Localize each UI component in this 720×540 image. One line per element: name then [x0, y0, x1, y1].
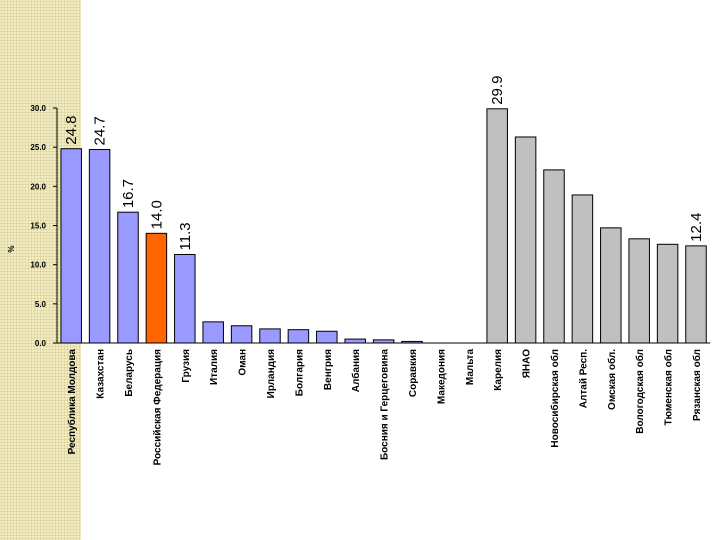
- bar-value-label: 24.8: [63, 116, 80, 145]
- bar: [628, 238, 650, 344]
- category-label: Македония: [436, 349, 447, 404]
- bar: [543, 169, 565, 344]
- y-tick-label: 10.0: [30, 261, 46, 270]
- category-label: Казахстан: [96, 349, 107, 399]
- bar: [316, 330, 338, 344]
- bar: [600, 227, 622, 344]
- bar: [202, 321, 224, 344]
- y-tick-label: 15.0: [30, 222, 46, 231]
- bar: [259, 328, 281, 344]
- category-label: Болгария: [294, 349, 305, 396]
- y-tick-label: 20.0: [30, 182, 46, 191]
- data-labels: 24.8 24.7 16.7 14.0 11.3 29.9 12.4: [63, 76, 705, 251]
- category-label: Омская обл.: [606, 349, 618, 410]
- category-label: ЯНАО: [522, 349, 533, 378]
- category-label: Новосибирская обл: [549, 349, 561, 448]
- category-label: Тюменская обл: [663, 349, 675, 426]
- bar: [372, 339, 395, 344]
- category-label: Карелия: [493, 349, 504, 391]
- bar: [230, 325, 253, 344]
- bar: [486, 108, 508, 344]
- y-tick-label: 25.0: [30, 143, 46, 152]
- bar: [88, 149, 111, 344]
- category-label: Беларусь: [124, 349, 135, 397]
- y-axis-label: %: [7, 245, 16, 252]
- category-label: Соравкия: [408, 349, 419, 397]
- bar-value-label: 24.7: [92, 116, 109, 145]
- bar: [571, 194, 594, 344]
- bar-value-label: 16.7: [120, 179, 137, 208]
- category-label: Грузия: [181, 349, 192, 383]
- y-tick-label: 5.0: [35, 300, 47, 309]
- bar: [344, 338, 366, 344]
- category-label: Босния и Герцеговина: [380, 349, 391, 460]
- category-label: Российская Федерация: [152, 349, 163, 466]
- bar-value-label: 12.4: [688, 213, 705, 242]
- bar-value-label: 11.3: [177, 222, 194, 250]
- bar: [174, 253, 196, 344]
- category-label: Венгрия: [323, 349, 334, 390]
- category-label: Республика Молдова: [66, 349, 78, 455]
- y-tick-label: 0.0: [35, 339, 47, 348]
- category-label: Оман: [238, 349, 249, 376]
- category-label: Мальта: [465, 349, 476, 386]
- bars: [60, 108, 707, 344]
- category-label: Албания: [350, 349, 362, 392]
- y-tick-label: 30.0: [30, 104, 46, 113]
- bar-value-label: 29.9: [489, 76, 506, 105]
- bar: [685, 245, 707, 344]
- bar: [117, 211, 139, 344]
- bar: [287, 329, 310, 344]
- bar-value-label: 14.0: [148, 200, 165, 229]
- bar: [401, 340, 423, 344]
- category-labels: Республика Молдова Казахстан Беларусь Росси…: [66, 349, 703, 466]
- bar: [145, 232, 168, 344]
- bar: [656, 243, 679, 344]
- bar: [60, 148, 82, 344]
- category-label: Алтай Респ.: [578, 349, 589, 408]
- category-label: Ирландия: [266, 349, 277, 398]
- y-ticks: 0.0 5.0 10.0 15.0 20.0 25.0 30.0: [30, 104, 57, 348]
- bar: [514, 136, 537, 344]
- category-label: Рязанская обл: [691, 349, 703, 421]
- category-label: Италия: [209, 349, 220, 385]
- category-label: Вологодская обл: [634, 349, 646, 434]
